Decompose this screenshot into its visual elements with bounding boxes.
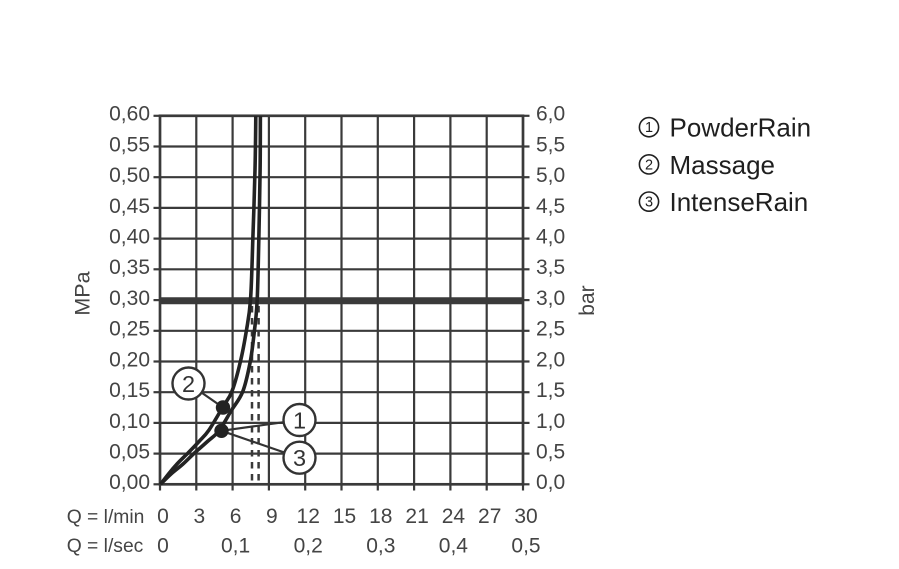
svg-text:1: 1 (293, 407, 306, 433)
svg-text:2,5: 2,5 (536, 318, 565, 341)
svg-text:MPa: MPa (71, 271, 95, 315)
svg-text:0,45: 0,45 (109, 195, 150, 218)
svg-text:0,3: 0,3 (366, 534, 395, 557)
svg-text:0: 0 (157, 505, 169, 528)
svg-text:2: 2 (645, 157, 653, 173)
svg-text:0,15: 0,15 (109, 379, 150, 402)
svg-text:Massage: Massage (670, 150, 776, 180)
svg-text:PowderRain: PowderRain (670, 113, 812, 143)
svg-text:Q = l/sec: Q = l/sec (67, 536, 144, 557)
svg-text:0,35: 0,35 (109, 256, 150, 279)
svg-text:6,0: 6,0 (536, 103, 565, 126)
svg-text:0,05: 0,05 (109, 441, 150, 464)
svg-text:3: 3 (193, 505, 205, 528)
svg-text:3: 3 (645, 195, 653, 211)
svg-text:1,5: 1,5 (536, 379, 565, 402)
svg-text:1,0: 1,0 (536, 410, 565, 433)
svg-text:0,00: 0,00 (109, 471, 150, 494)
svg-text:5,0: 5,0 (536, 164, 565, 187)
svg-text:30: 30 (514, 505, 537, 528)
svg-text:0,60: 0,60 (109, 103, 150, 126)
svg-text:0,20: 0,20 (109, 348, 150, 371)
svg-text:bar: bar (576, 285, 599, 315)
svg-text:0,10: 0,10 (109, 410, 150, 433)
svg-text:12: 12 (297, 505, 320, 528)
svg-text:1: 1 (645, 120, 653, 136)
svg-text:0,25: 0,25 (109, 318, 150, 341)
svg-text:0,4: 0,4 (439, 534, 469, 557)
svg-text:4,0: 4,0 (536, 226, 565, 249)
svg-text:0,0: 0,0 (536, 471, 565, 494)
svg-text:6: 6 (230, 505, 242, 528)
svg-text:3,5: 3,5 (536, 256, 565, 279)
svg-text:24: 24 (442, 505, 466, 528)
svg-text:0,5: 0,5 (536, 441, 565, 464)
svg-text:27: 27 (478, 505, 501, 528)
svg-text:IntenseRain: IntenseRain (670, 187, 809, 217)
svg-text:5,5: 5,5 (536, 133, 565, 156)
svg-text:9: 9 (266, 505, 278, 528)
svg-text:0,30: 0,30 (109, 287, 150, 310)
svg-text:21: 21 (405, 505, 428, 528)
svg-text:0,50: 0,50 (109, 164, 150, 187)
svg-text:0,5: 0,5 (511, 534, 540, 557)
svg-text:0,40: 0,40 (109, 226, 150, 249)
svg-text:15: 15 (333, 505, 356, 528)
svg-text:0,55: 0,55 (109, 133, 150, 156)
svg-text:2,0: 2,0 (536, 348, 565, 371)
svg-text:18: 18 (369, 505, 392, 528)
svg-text:0,1: 0,1 (221, 534, 250, 557)
svg-text:0: 0 (157, 534, 169, 557)
svg-text:3,0: 3,0 (536, 287, 565, 310)
svg-text:3: 3 (293, 445, 306, 471)
svg-text:2: 2 (182, 371, 195, 397)
svg-text:4,5: 4,5 (536, 195, 565, 218)
svg-text:0,2: 0,2 (294, 534, 323, 557)
svg-text:Q = l/min: Q = l/min (67, 507, 145, 528)
